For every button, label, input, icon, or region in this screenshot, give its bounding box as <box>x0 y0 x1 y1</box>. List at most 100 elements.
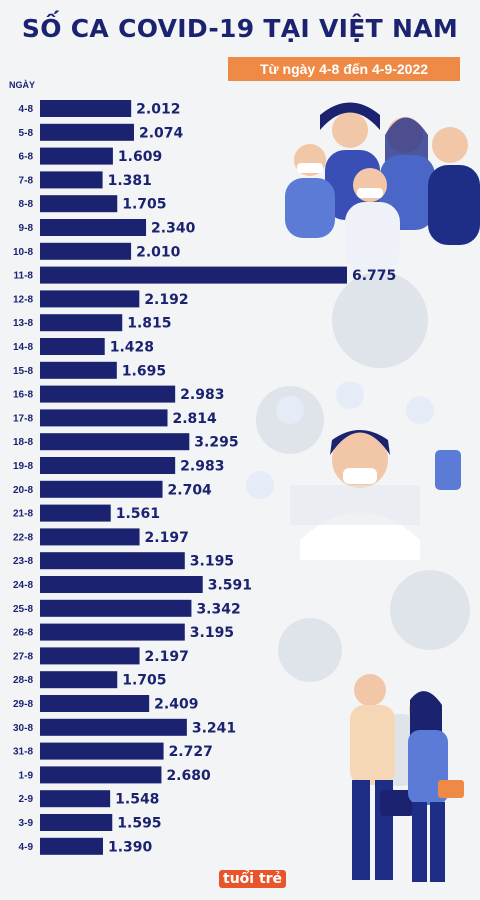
value-label: 2.983 <box>180 459 224 475</box>
value-label: 2.727 <box>169 744 213 760</box>
category-label: 30-8 <box>13 723 33 734</box>
bar <box>40 576 203 593</box>
category-label: 4-9 <box>19 842 34 853</box>
category-label: 24-8 <box>13 580 33 591</box>
brand-logo: tuổi trẻ <box>219 870 287 888</box>
value-label: 2.074 <box>139 125 184 141</box>
category-label: 9-8 <box>19 223 34 234</box>
bar <box>40 147 113 165</box>
bar <box>40 242 132 260</box>
bar <box>40 623 185 641</box>
bar <box>40 219 147 236</box>
bar <box>40 647 140 665</box>
bar <box>40 290 140 308</box>
value-label: 1.595 <box>117 816 161 832</box>
category-label: 23-8 <box>13 556 33 567</box>
category-label: 8-8 <box>19 199 34 210</box>
value-label: 2.814 <box>173 411 218 427</box>
bar <box>40 671 118 689</box>
bar <box>40 766 162 784</box>
bar <box>40 480 163 498</box>
value-label: 1.428 <box>110 340 154 356</box>
value-label: 3.295 <box>194 435 238 451</box>
category-label: 11-8 <box>14 271 34 282</box>
value-label: 2.010 <box>136 244 181 260</box>
category-label: 18-8 <box>13 437 33 448</box>
bar <box>40 552 185 570</box>
bar <box>40 790 111 808</box>
bar <box>40 385 176 403</box>
value-label: 1.815 <box>127 316 171 332</box>
value-label: 6.775 <box>352 268 396 284</box>
category-label: 29-8 <box>13 699 33 710</box>
bar <box>40 195 118 213</box>
category-label: 10-8 <box>13 247 33 258</box>
value-label: 3.591 <box>208 578 252 594</box>
category-label: 16-8 <box>13 390 33 401</box>
bar <box>40 171 103 189</box>
value-label: 1.609 <box>118 149 162 165</box>
category-label: 2-9 <box>19 794 34 805</box>
bar <box>40 814 113 831</box>
category-label: 15-8 <box>13 366 33 377</box>
category-label: 27-8 <box>13 651 33 662</box>
category-label: 21-8 <box>13 509 33 520</box>
value-label: 2.340 <box>151 221 196 237</box>
category-label: 5-8 <box>19 128 34 139</box>
value-label: 2.704 <box>168 482 213 498</box>
category-label: 22-8 <box>13 532 33 543</box>
category-label: 6-8 <box>19 152 34 163</box>
category-label: 12-8 <box>13 294 33 305</box>
value-label: 3.195 <box>190 554 234 570</box>
value-label: 1.548 <box>115 792 159 808</box>
value-label: 1.561 <box>116 506 160 522</box>
bar <box>40 742 164 760</box>
value-label: 1.705 <box>122 673 166 689</box>
category-label: 26-8 <box>13 628 33 639</box>
category-label: 14-8 <box>13 342 33 353</box>
y-axis-label: NGÀY <box>9 80 36 90</box>
category-label: 25-8 <box>13 604 33 615</box>
bar <box>40 266 347 284</box>
value-label: 1.390 <box>108 839 153 855</box>
category-label: 17-8 <box>13 413 33 424</box>
bar <box>40 314 123 332</box>
bar <box>40 433 190 451</box>
value-label: 1.705 <box>122 197 166 213</box>
value-label: 1.381 <box>108 173 152 189</box>
bar <box>40 338 105 355</box>
bar <box>40 504 111 522</box>
category-label: 7-8 <box>19 175 34 186</box>
people-illustration <box>246 102 480 882</box>
bar <box>40 457 176 474</box>
category-label: 31-8 <box>13 747 33 758</box>
value-label: 2.192 <box>144 292 188 308</box>
category-label: 3-9 <box>19 818 34 829</box>
value-label: 3.342 <box>196 601 240 617</box>
value-label: 2.680 <box>166 768 211 784</box>
value-label: 3.241 <box>192 720 236 736</box>
value-label: 1.695 <box>122 363 166 379</box>
value-label: 2.409 <box>154 697 198 713</box>
bar <box>40 123 134 141</box>
date-range-badge: Từ ngày 4-8 đến 4-9-2022 <box>228 57 460 81</box>
category-label: 13-8 <box>13 318 33 329</box>
value-label: 2.197 <box>145 530 189 546</box>
virus-icon <box>256 272 470 786</box>
category-label: 1-9 <box>19 770 34 781</box>
value-label: 2.012 <box>136 102 180 118</box>
bar <box>40 837 103 855</box>
value-label: 2.197 <box>145 649 189 665</box>
value-label: 2.983 <box>180 387 224 403</box>
bar <box>40 695 150 712</box>
bar <box>40 528 140 546</box>
category-label: 4-8 <box>19 104 34 115</box>
bar <box>40 718 187 736</box>
value-label: 3.195 <box>190 625 234 641</box>
bar <box>40 100 132 117</box>
category-label: 28-8 <box>13 675 33 686</box>
bar <box>40 409 168 427</box>
category-label: 19-8 <box>13 461 33 472</box>
bar <box>40 599 192 617</box>
